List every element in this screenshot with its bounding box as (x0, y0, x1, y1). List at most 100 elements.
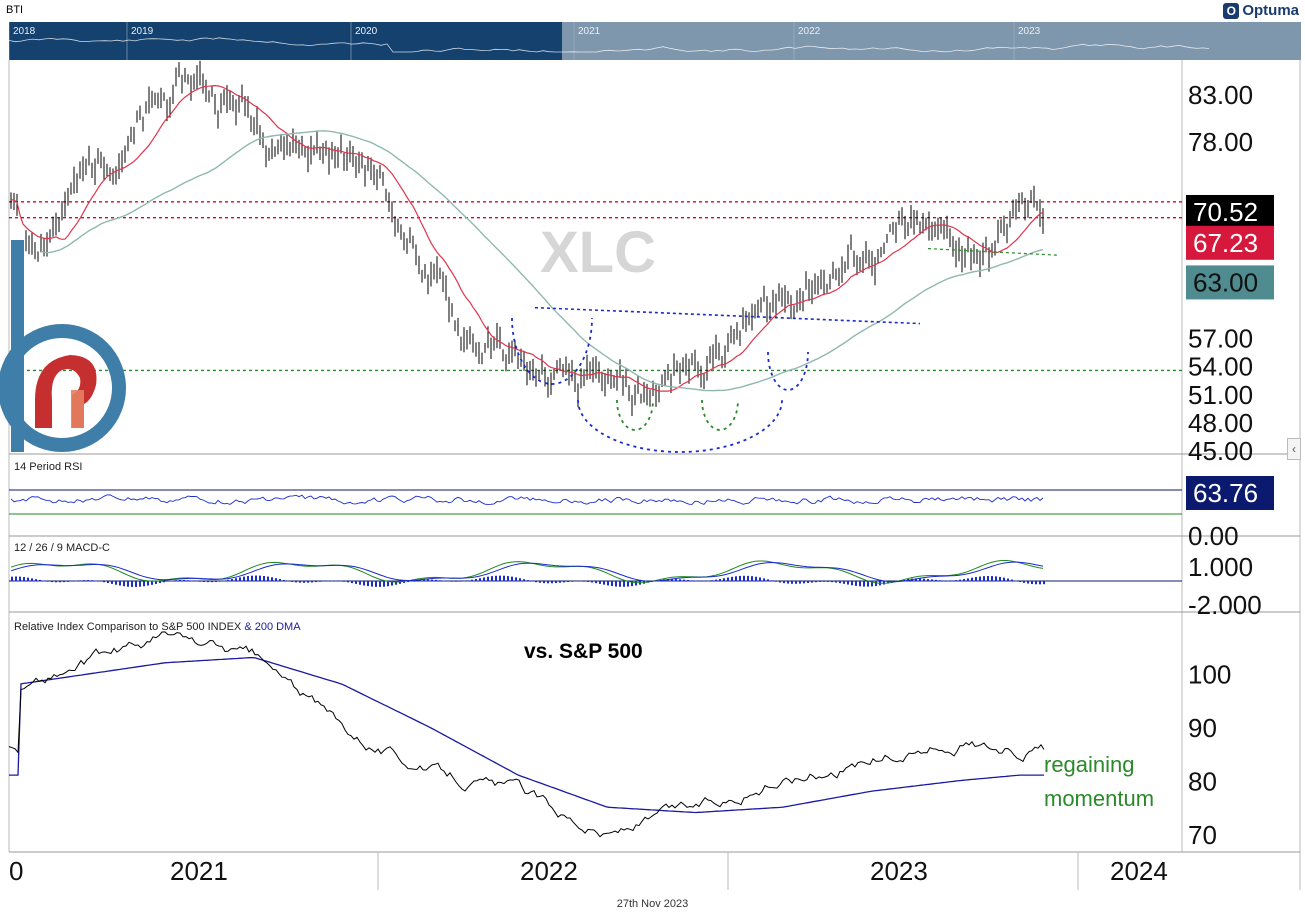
macd-histogram-bar (767, 579, 769, 582)
y-tick-label: 54.00 (1188, 352, 1253, 382)
macd-histogram-bar (935, 579, 937, 582)
macd-histogram-bar (435, 579, 437, 582)
macd-histogram-bar (771, 580, 773, 582)
y-tick-label: 57.00 (1188, 324, 1253, 354)
macd-histogram-bar (559, 581, 561, 583)
macd-histogram-bar (199, 581, 201, 582)
macd-histogram-bar (579, 580, 581, 582)
macd-histogram-bar (695, 580, 697, 582)
macd-histogram-bar (383, 581, 385, 587)
macd-histogram-bar (307, 581, 309, 583)
macd-histogram-bar (843, 581, 845, 584)
macd-histogram-bar (183, 580, 185, 582)
macd-histogram-bar (603, 581, 605, 585)
macd-histogram-bar (103, 581, 105, 583)
scroll-left-button[interactable]: ‹ (1287, 438, 1301, 460)
slow-moving-average (40, 130, 1044, 392)
macd-histogram-bar (299, 581, 301, 583)
macd-histogram-bar (407, 581, 409, 583)
macd-histogram-bar (79, 580, 81, 582)
regaining-annotation-2: momentum (1044, 786, 1154, 811)
macd-histogram-bar (871, 581, 873, 587)
x-tick-label: 2023 (870, 856, 928, 886)
pattern-arc (616, 399, 654, 431)
macd-histogram-bar (191, 580, 193, 582)
macd-histogram-bar (855, 581, 857, 586)
macd-histogram-bar (343, 581, 345, 582)
macd-histogram-bar (419, 579, 421, 582)
macd-histogram-bar (719, 579, 721, 582)
macd-histogram-bar (627, 581, 629, 587)
macd-histogram-bar (939, 580, 941, 582)
macd-histogram-bar (355, 581, 357, 584)
macd-histogram-bar (491, 576, 493, 582)
macd-histogram-bar (563, 581, 565, 583)
macd-histogram-bar (731, 576, 733, 582)
macd-histogram-bar (503, 575, 505, 582)
footer-date: 27th Nov 2023 (616, 898, 689, 910)
macd-histogram-bar (119, 581, 121, 586)
macd-histogram-bar (179, 580, 181, 582)
macd-histogram-bar (27, 577, 29, 582)
macd-histogram-bar (951, 580, 953, 582)
macd-histogram-bar (399, 581, 401, 584)
macd-histogram-bar (331, 580, 333, 582)
macd-histogram-bar (527, 580, 529, 582)
macd-histogram-bar (1035, 581, 1037, 585)
macd-histogram-bar (755, 576, 757, 582)
chart-area[interactable]: XLC 63.76 0.00 1.000 -2.000 100 90 80 70 83.0… (0, 60, 1305, 898)
y-tick-label: 48.00 (1188, 408, 1253, 438)
rsi-value-label: 63.76 (1193, 478, 1258, 508)
macd-histogram-bar (507, 576, 509, 582)
time-navigator[interactable]: 2018 2019 2020 2021 2022 2023 (9, 22, 1301, 60)
macd-histogram-bar (703, 580, 705, 582)
macd-histogram-bar (279, 579, 281, 582)
macd-histogram-bar (11, 576, 13, 582)
macd-histogram-bar (63, 581, 65, 583)
macd-histogram-bar (251, 575, 253, 582)
macd-histogram-bar (59, 581, 61, 583)
macd-histogram-bar (431, 579, 433, 582)
price-panel (9, 60, 1182, 453)
macd-histogram-bar (439, 580, 441, 582)
relative-200dma-line (9, 656, 1044, 814)
macd-histogram-bar (127, 581, 129, 587)
macd-histogram-bar (955, 580, 957, 582)
macd-histogram-bar (631, 581, 633, 587)
macd-histogram-bar (763, 578, 765, 582)
macd-histogram-bar (319, 581, 321, 582)
macd-histogram-bar (219, 581, 221, 582)
macd-histogram-bar (539, 581, 541, 583)
macd-histogram-bar (883, 581, 885, 585)
macd-histogram-bar (143, 581, 145, 587)
relative-title-b: & 200 DMA (244, 621, 301, 633)
macd-histogram-bar (947, 580, 949, 582)
macd-histogram-bar (831, 581, 833, 583)
macd-histogram-bar (443, 580, 445, 582)
macd-histogram-bar (943, 580, 945, 582)
x-tick-label: 2021 (170, 856, 228, 886)
nav-year-label: 2020 (355, 26, 378, 37)
macd-histogram-bar (39, 579, 41, 582)
macd-histogram-bar (291, 581, 293, 582)
macd-histogram-bar (359, 581, 361, 585)
macd-histogram-bar (927, 579, 929, 582)
macd-tick-label: 1.000 (1188, 552, 1253, 582)
macd-histogram-bar (71, 581, 73, 582)
macd-histogram-bar (479, 578, 481, 582)
macd-histogram-bar (471, 579, 473, 582)
macd-histogram-bar (391, 581, 393, 586)
macd-histogram-bar (267, 576, 269, 582)
macd-histogram-bar (711, 580, 713, 582)
macd-histogram-bar (847, 581, 849, 585)
macd-histogram-bar (851, 581, 853, 586)
macd-histogram-bar (159, 581, 161, 584)
macd-histogram-bar (967, 578, 969, 582)
macd-histogram-bar (739, 575, 741, 582)
macd-histogram-bar (959, 579, 961, 582)
macd-histogram-bar (495, 575, 497, 582)
macd-histogram-bar (827, 581, 829, 582)
pattern-arc (701, 399, 739, 431)
macd-histogram-bar (131, 581, 133, 587)
brand-name: Optuma (1242, 2, 1299, 19)
